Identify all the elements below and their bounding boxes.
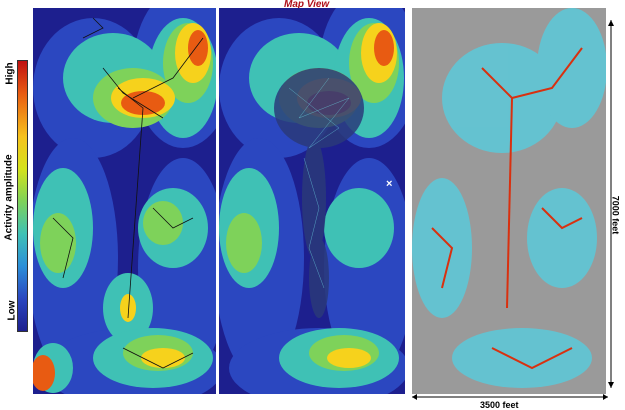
colorbar-low-label: Low — [6, 300, 18, 321]
map-view-title: Map View — [282, 0, 332, 10]
colorbar — [17, 60, 28, 332]
activity-map-panel-middle — [219, 8, 405, 394]
horizontal-scale-bar — [412, 394, 608, 400]
activity-map-panel-left — [33, 8, 216, 394]
thresholded-map-panel-right — [412, 8, 606, 394]
vertical-scale-bar — [608, 20, 614, 388]
colorbar-axis-label: Activity amplitude — [3, 154, 15, 241]
horizontal-scale-label: 3500 feet — [480, 400, 519, 410]
colorbar-high-label: High — [4, 62, 16, 85]
event-marker: × — [386, 178, 393, 190]
vertical-scale-label: 7000 feet — [610, 195, 621, 235]
